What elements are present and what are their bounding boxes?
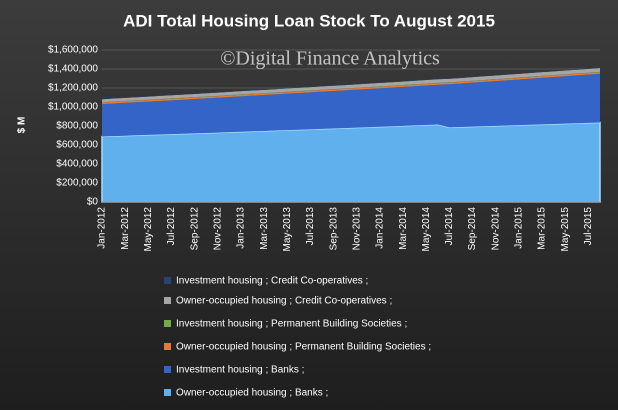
legend-marker <box>164 366 171 373</box>
area <box>102 68 600 103</box>
area <box>102 73 600 137</box>
x-tick-label: Mar-2015 <box>537 207 548 250</box>
x-tick-label: Jan-2014 <box>375 207 386 249</box>
plot: $0 $200,000 $400,000 $600,000 $800,000 $1,000… <box>48 45 601 252</box>
legend-label: Owner-occupied housing ; Permanent Build… <box>176 342 431 353</box>
x-tick-label: Sep-2012 <box>189 207 200 251</box>
x-tick-label: Nov-2013 <box>351 207 362 251</box>
y-tick-label: $0 <box>87 197 99 208</box>
y-tick-label: $1,400,000 <box>48 64 98 75</box>
x-tick-label: May-2012 <box>143 207 154 252</box>
x-tick-label: May-2014 <box>421 207 432 252</box>
area <box>102 72 600 105</box>
y-tick-label: $1,000,000 <box>48 102 98 113</box>
y-tick-label: $400,000 <box>56 159 98 170</box>
x-tick-label: Jan-2012 <box>97 207 108 249</box>
watermark: ©Digital Finance Analytics <box>220 48 440 70</box>
x-tick-label: Mar-2014 <box>398 207 409 250</box>
legend-marker <box>164 343 171 350</box>
x-tick-label: Jul-2015 <box>583 207 594 246</box>
x-tick-label: Jul-2013 <box>305 207 316 246</box>
legend-label: Investment housing ; Permanent Building … <box>176 319 407 330</box>
legend-marker <box>164 320 171 327</box>
x-tick-label: May-2015 <box>560 207 571 252</box>
legend-label: Investment housing ; Credit Co-operative… <box>176 276 368 287</box>
x-tick-label: May-2013 <box>282 207 293 252</box>
y-tick-label: $200,000 <box>56 178 98 189</box>
y-tick-label: $800,000 <box>56 121 98 132</box>
area <box>101 121 601 203</box>
legend-label: Owner-occupied housing ; Banks ; <box>176 388 328 399</box>
x-tick-label: Sep-2013 <box>328 207 339 251</box>
y-axis-label: $ M <box>17 117 28 134</box>
chart-title: ADI Total Housing Loan Stock To August 2… <box>123 11 495 30</box>
x-tick-label: Nov-2014 <box>490 207 501 251</box>
legend-label: Investment housing ; Banks ; <box>176 365 304 376</box>
legend-marker <box>164 277 171 284</box>
x-tick-label: Jan-2015 <box>514 207 525 249</box>
x-tick-label: Nov-2012 <box>212 207 223 251</box>
legend-marker <box>164 297 171 304</box>
x-tick-label: Jul-2014 <box>444 207 455 246</box>
y-tick-label: $1,600,000 <box>48 45 98 56</box>
legend-label: Owner-occupied housing ; Credit Co-opera… <box>176 296 392 307</box>
area <box>102 67 600 100</box>
y-tick-label: $600,000 <box>56 140 98 151</box>
x-tick-label: Mar-2012 <box>120 207 131 250</box>
x-tick-label: Jan-2013 <box>236 207 247 249</box>
x-tick-label: Sep-2014 <box>467 207 478 251</box>
x-tick-label: Mar-2013 <box>259 207 270 250</box>
x-tick-label: Jul-2012 <box>166 207 177 246</box>
legend-marker <box>164 389 171 396</box>
y-tick-label: $1,200,000 <box>48 83 98 94</box>
